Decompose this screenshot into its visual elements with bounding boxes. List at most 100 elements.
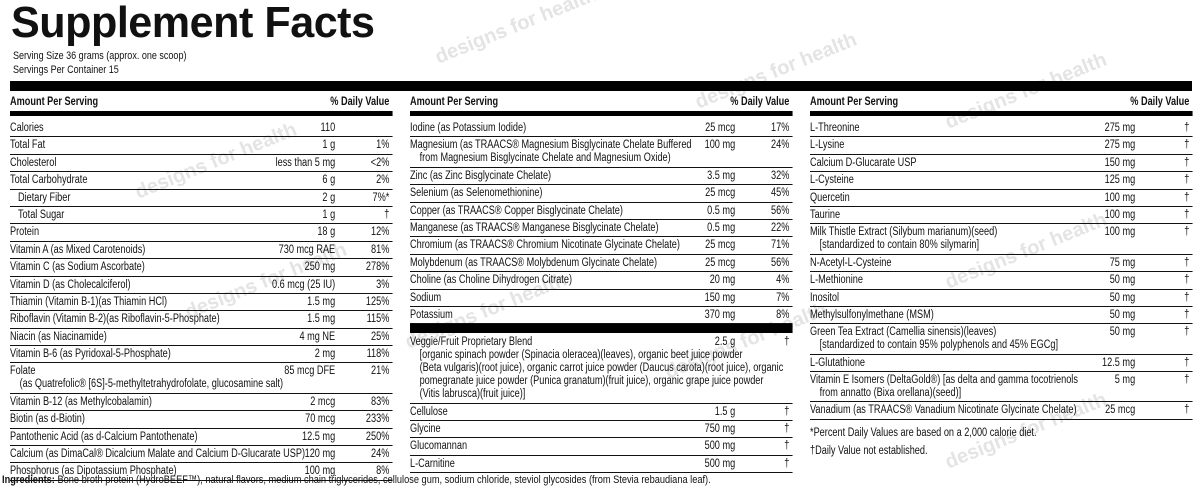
nutrient-name: Iodine (as Potassium Iodide): [410, 122, 527, 134]
nutrient-dv: 1%: [376, 139, 390, 152]
nutrient-row: Biotin (as d-Biotin) 70 mcg 233%: [10, 411, 393, 429]
servings-per-container: Servings Per Container 15: [13, 64, 119, 76]
nutrient-name: Glycine: [410, 423, 441, 436]
nutrient-amount: 2 mg: [314, 348, 336, 361]
nutrient-row: Chromium (as TRAACS® Chromium Nicotinate…: [410, 237, 793, 255]
nutrient-name: Chromium (as TRAACS® Chromium Nicotinate…: [410, 239, 680, 252]
nutrient-name: Potassium: [410, 308, 453, 321]
nutrient-dv: 21%: [371, 365, 390, 378]
nutrient-row: Total Carbohydrate 6 g 2%: [10, 172, 393, 190]
nutrient-name: Phosphorus (as Dipotassium Phosphate): [10, 465, 177, 478]
nutrient-name: Sodium: [410, 291, 442, 304]
nutrient-amount: 750 mg: [704, 423, 736, 436]
nutrient-dv: 233%: [365, 413, 390, 426]
nutrient-dv: 8%: [776, 308, 790, 321]
ingredients: Ingredients: Bone broth protein (HydroBE…: [2, 474, 711, 486]
nutrient-row: Copper (as TRAACS® Copper Bisglycinate C…: [410, 203, 793, 220]
nutrient-dv: 3%: [376, 278, 390, 291]
nutrient-dv: †: [784, 336, 790, 349]
nutrient-name: Glucomannan: [410, 440, 468, 453]
nutrient-name: L-Cysteine: [810, 174, 854, 187]
nutrient-row: Magnesium (as TRAACS® Magnesium Bisglyci…: [410, 137, 793, 168]
nutrient-row: Vitamin C (as Sodium Ascorbate) 250 mg 278…: [10, 259, 393, 277]
nutrient-amount: less than 5 mg: [275, 156, 336, 169]
header-dv: % Daily Value: [1130, 96, 1190, 108]
nutrient-name: Niacin (as Niacinamide): [10, 330, 107, 343]
header-bar: [10, 111, 393, 116]
nutrient-amount: 20 mg: [709, 274, 736, 287]
top-bar: [10, 81, 1192, 91]
nutrient-dv: 81%: [371, 243, 390, 256]
nutrient-name: L-Threonine: [810, 122, 860, 134]
nutrient-row: Calcium D-Glucarate USP 150 mg †: [810, 155, 1193, 173]
nutrient-row: Total Sugar 1 g †: [10, 207, 393, 225]
nutrient-dv: 56%: [771, 256, 790, 269]
nutrient-name: Choline (as Choline Dihydrogen Citrate): [410, 274, 573, 287]
ingredients-label: Ingredients:: [2, 474, 55, 486]
nutrient-row: Protein 18 g 12%: [10, 224, 393, 242]
facts-column: Amount Per Serving % Daily Value Iodine (a…: [410, 93, 793, 474]
nutrient-row: Vitamin D (as Cholecalciferol) 0.6 mcg (2…: [10, 277, 393, 294]
nutrient-amount: 100 mg: [304, 465, 336, 478]
nutrient-name: Riboflavin (Vitamin B-2)(as Riboflavin-5…: [10, 313, 220, 326]
nutrient-row: L-Lysine 275 mg †: [810, 137, 1193, 155]
nutrient-name: Magnesium (as TRAACS® Magnesium Bisglyci…: [410, 139, 692, 152]
nutrient-row: Milk Thistle Extract (Silybum marianum)(…: [810, 224, 1193, 255]
nutrient-row: Green Tea Extract (Camellia sinensis)(le…: [810, 324, 1193, 355]
nutrient-row: Vitamin A (as Mixed Carotenoids) 730 mcg …: [10, 242, 393, 260]
nutrient-dv: 25%: [371, 330, 390, 343]
nutrient-detail: [standardized to contain 95% polyphenols…: [819, 339, 1059, 352]
nutrient-dv: 24%: [371, 448, 390, 461]
nutrient-dv: †: [1184, 404, 1190, 417]
nutrient-dv: 115%: [366, 313, 390, 326]
nutrient-name: Taurine: [810, 208, 841, 221]
nutrient-amount: 2.5 g: [714, 336, 736, 349]
nutrient-name: Milk Thistle Extract (Silybum marianum)(…: [810, 226, 998, 239]
nutrient-dv: 12%: [371, 226, 390, 239]
header-amount: Amount Per Serving: [410, 96, 499, 108]
serving-size: Serving Size 36 grams (approx. one scoop…: [13, 50, 187, 62]
nutrient-row: Sodium 150 mg 7%: [410, 290, 793, 307]
nutrient-dv: 125%: [365, 295, 390, 308]
nutrient-row: Taurine 100 mg †: [810, 207, 1193, 225]
nutrient-name: Biotin (as d-Biotin): [10, 413, 85, 426]
nutrient-row: Quercetin 100 mg †: [810, 190, 1193, 207]
nutrient-dv: †: [1184, 156, 1190, 169]
nutrient-dv: †: [1184, 256, 1190, 269]
nutrient-name: Veggie/Fruit Proprietary Blend: [410, 336, 533, 349]
nutrient-amount: 500 mg: [704, 440, 736, 453]
nutrient-detail: (Beta vulgaris)(root juice), organic car…: [419, 362, 784, 375]
nutrient-row: Zinc (as Zinc Bisglycinate Chelate) 3.5 m…: [410, 168, 793, 186]
nutrient-dv: †: [1184, 326, 1190, 339]
nutrient-amount: 2 mcg: [310, 395, 336, 408]
nutrient-row: Phosphorus (as Dipotassium Phosphate) 100…: [10, 463, 393, 481]
nutrient-amount: 0.6 mcg (25 IU): [272, 278, 336, 291]
nutrient-row: Folate 85 mcg DFE 21% (as Quatrefolic® [6S]…: [10, 363, 393, 394]
nutrient-dv: 118%: [366, 348, 390, 361]
nutrient-amount: 25 mcg: [1105, 404, 1136, 417]
nutrient-name: Green Tea Extract (Camellia sinensis)(le…: [810, 326, 997, 339]
nutrient-name: Calcium D-Glucarate USP: [810, 156, 917, 169]
nutrient-name: Zinc (as Zinc Bisglycinate Chelate): [410, 169, 552, 182]
nutrient-amount: 12.5 mg: [1102, 356, 1136, 369]
nutrient-row: Manganese (as TRAACS® Manganese Bisglyci…: [410, 220, 793, 238]
group-bar: [410, 324, 793, 334]
nutrient-dv: †: [1184, 139, 1190, 152]
nutrient-row: Choline (as Choline Dihydrogen Citrate) 2…: [410, 272, 793, 290]
nutrient-amount: 25 mcg: [705, 122, 736, 134]
nutrient-dv: †: [784, 440, 790, 453]
nutrient-amount: 3.5 mg: [707, 169, 736, 182]
header-dv: % Daily Value: [330, 96, 390, 108]
nutrient-dv: †: [784, 405, 790, 418]
nutrient-row: Thiamin (Vitamin B-1)(as Thiamin HCl) 1.5…: [10, 294, 393, 312]
nutrient-amount: 370 mg: [704, 308, 736, 321]
header-bar: [810, 111, 1193, 116]
nutrient-name: Vitamin B-6 (as Pyridoxal-5-Phosphate): [10, 348, 171, 361]
nutrient-amount: 25 mcg: [705, 187, 736, 200]
nutrient-amount: 0.5 mg: [707, 204, 736, 217]
nutrient-amount: 100 mg: [1104, 208, 1136, 221]
nutrient-amount: 50 mg: [1109, 308, 1136, 321]
nutrient-dv: †: [1184, 308, 1190, 321]
nutrient-amount: 1.5 mg: [307, 313, 336, 326]
nutrient-name: Protein: [10, 226, 40, 239]
